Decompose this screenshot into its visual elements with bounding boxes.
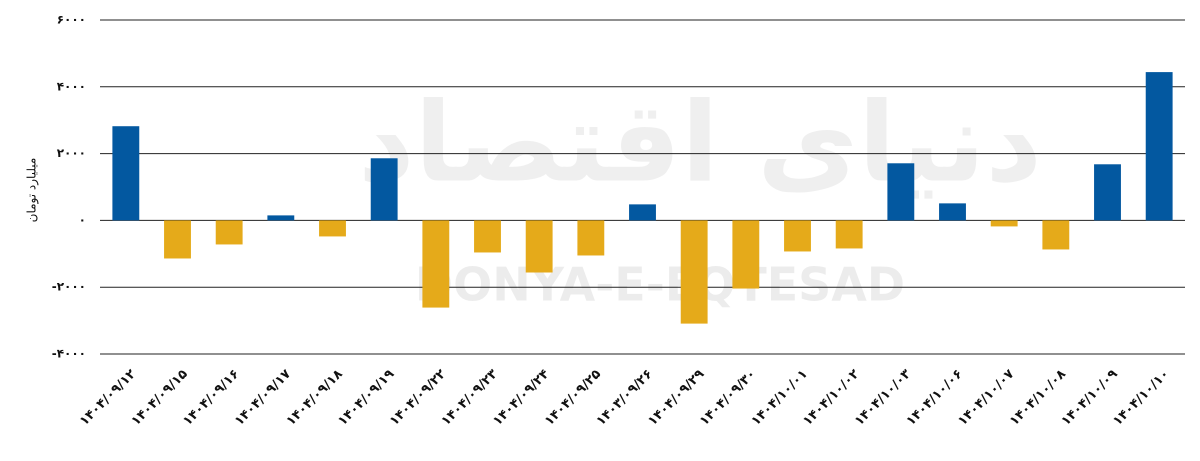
- y-tick-label: ۴۰۰۰: [57, 79, 86, 93]
- bar: [319, 220, 346, 237]
- y-tick-label: -۴۰۰۰: [52, 347, 86, 361]
- bar: [629, 204, 656, 221]
- bar: [164, 220, 191, 259]
- y-axis-label: میلیارد تومان: [25, 158, 40, 223]
- y-tick-label: ۲۰۰۰: [57, 146, 86, 160]
- bar: [267, 215, 295, 221]
- x-tick-label: ۱۴۰۴/۱۰/۱۰: [1110, 367, 1172, 429]
- bar: [1042, 220, 1070, 250]
- bar: [215, 220, 243, 245]
- bar: [939, 203, 966, 221]
- bar: [835, 220, 863, 249]
- y-tick-label: ۶۰۰۰: [57, 13, 86, 27]
- bar: [990, 220, 1018, 227]
- bar: [422, 220, 450, 308]
- bar: [887, 163, 915, 221]
- bar: [525, 220, 553, 273]
- bar: [474, 220, 501, 253]
- bar: [1145, 72, 1173, 221]
- watermark: DONYA-E-EQTESAD: [415, 258, 905, 312]
- bar: [112, 126, 140, 221]
- bar: [370, 158, 398, 221]
- bar: [732, 220, 760, 289]
- bar: [784, 220, 811, 252]
- bar: [577, 220, 605, 256]
- y-tick-label: ۰: [79, 213, 86, 227]
- y-tick-label: -۲۰۰۰: [52, 280, 86, 294]
- bar: [680, 220, 708, 324]
- watermark: دنیای اقتصاد: [358, 78, 1042, 206]
- bar: [1094, 164, 1121, 221]
